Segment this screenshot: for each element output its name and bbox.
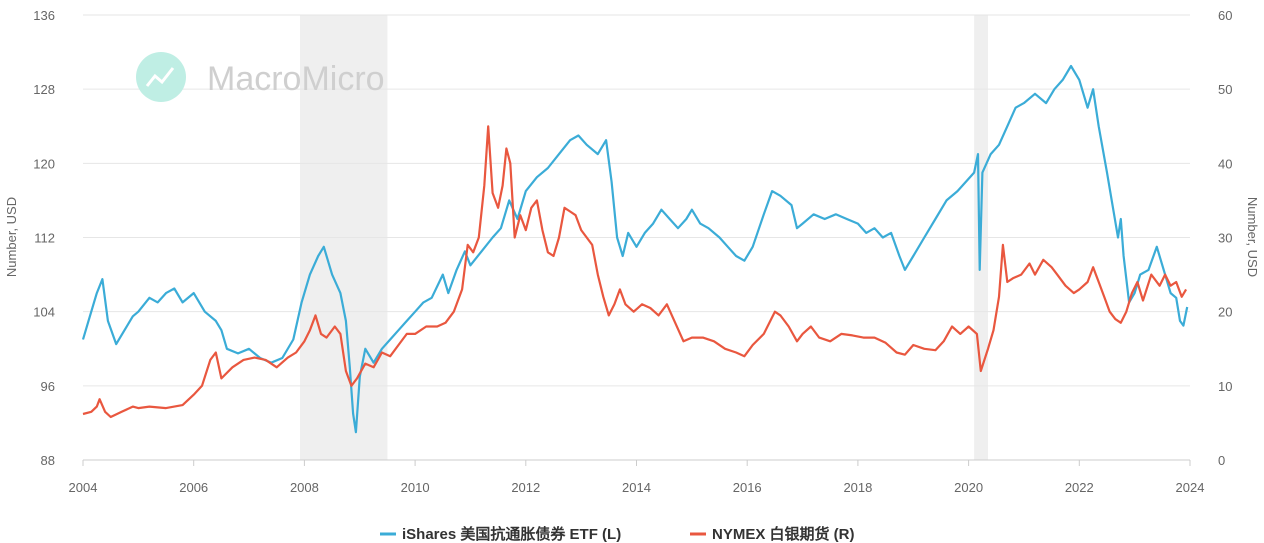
y-axis-left-title: Number, USD [4, 197, 19, 277]
series-line-nymex-silver-futures [82, 125, 1188, 419]
y-right-tick-label: 60 [1218, 8, 1232, 23]
y-right-tick-label: 20 [1218, 305, 1232, 320]
legend[interactable]: iShares 美国抗通胀债券 ETF (L) NYMEX 白银期货 (R) [380, 525, 855, 543]
y-axis-right: 0 10 20 30 40 50 60 [1218, 8, 1232, 468]
y-axis-left: 88 96 104 112 120 128 136 [33, 8, 55, 468]
y-right-tick-label: 40 [1218, 156, 1232, 171]
y-left-tick-label: 88 [41, 453, 55, 468]
y-left-tick-label: 128 [33, 82, 55, 97]
x-tick-label: 2022 [1065, 480, 1094, 495]
y-right-tick-label: 30 [1218, 231, 1232, 246]
series-line-ishares-tips-etf [81, 64, 1189, 434]
x-tick-label: 2016 [733, 480, 762, 495]
x-tick-label: 2004 [69, 480, 98, 495]
legend-label: NYMEX 白银期货 (R) [712, 525, 855, 543]
x-tick-label: 2018 [843, 480, 872, 495]
y-left-tick-label: 96 [41, 379, 55, 394]
legend-label: iShares 美国抗通胀债券 ETF (L) [402, 525, 621, 543]
series-lines [81, 64, 1189, 434]
watermark: MacroMicro [136, 52, 385, 102]
x-tick-label: 2012 [511, 480, 540, 495]
macromicro-logo-icon [136, 52, 186, 102]
logo-chart-glyph [145, 67, 175, 87]
y-left-tick-label: 112 [34, 231, 55, 246]
legend-item-1[interactable]: NYMEX 白银期货 (R) [690, 525, 855, 543]
y-right-tick-label: 10 [1218, 379, 1232, 394]
y-axis-right-title: Number, USD [1245, 197, 1260, 277]
x-axis: 2004 2006 2008 2010 2012 2014 2016 2018 2020 2022… [69, 460, 1205, 495]
y-left-tick-label: 136 [33, 8, 55, 23]
y-right-tick-label: 50 [1218, 82, 1232, 97]
x-tick-label: 2024 [1176, 480, 1205, 495]
x-tick-label: 2006 [179, 480, 208, 495]
legend-item-0[interactable]: iShares 美国抗通胀债券 ETF (L) [380, 525, 621, 543]
x-tick-label: 2014 [622, 480, 651, 495]
x-tick-label: 2008 [290, 480, 319, 495]
x-tick-label: 2020 [954, 480, 983, 495]
y-left-tick-label: 104 [33, 305, 55, 320]
x-tick-label: 2010 [401, 480, 430, 495]
y-right-tick-label: 0 [1218, 453, 1225, 468]
watermark-text: MacroMicro [207, 60, 385, 98]
y-left-tick-label: 120 [33, 156, 55, 171]
